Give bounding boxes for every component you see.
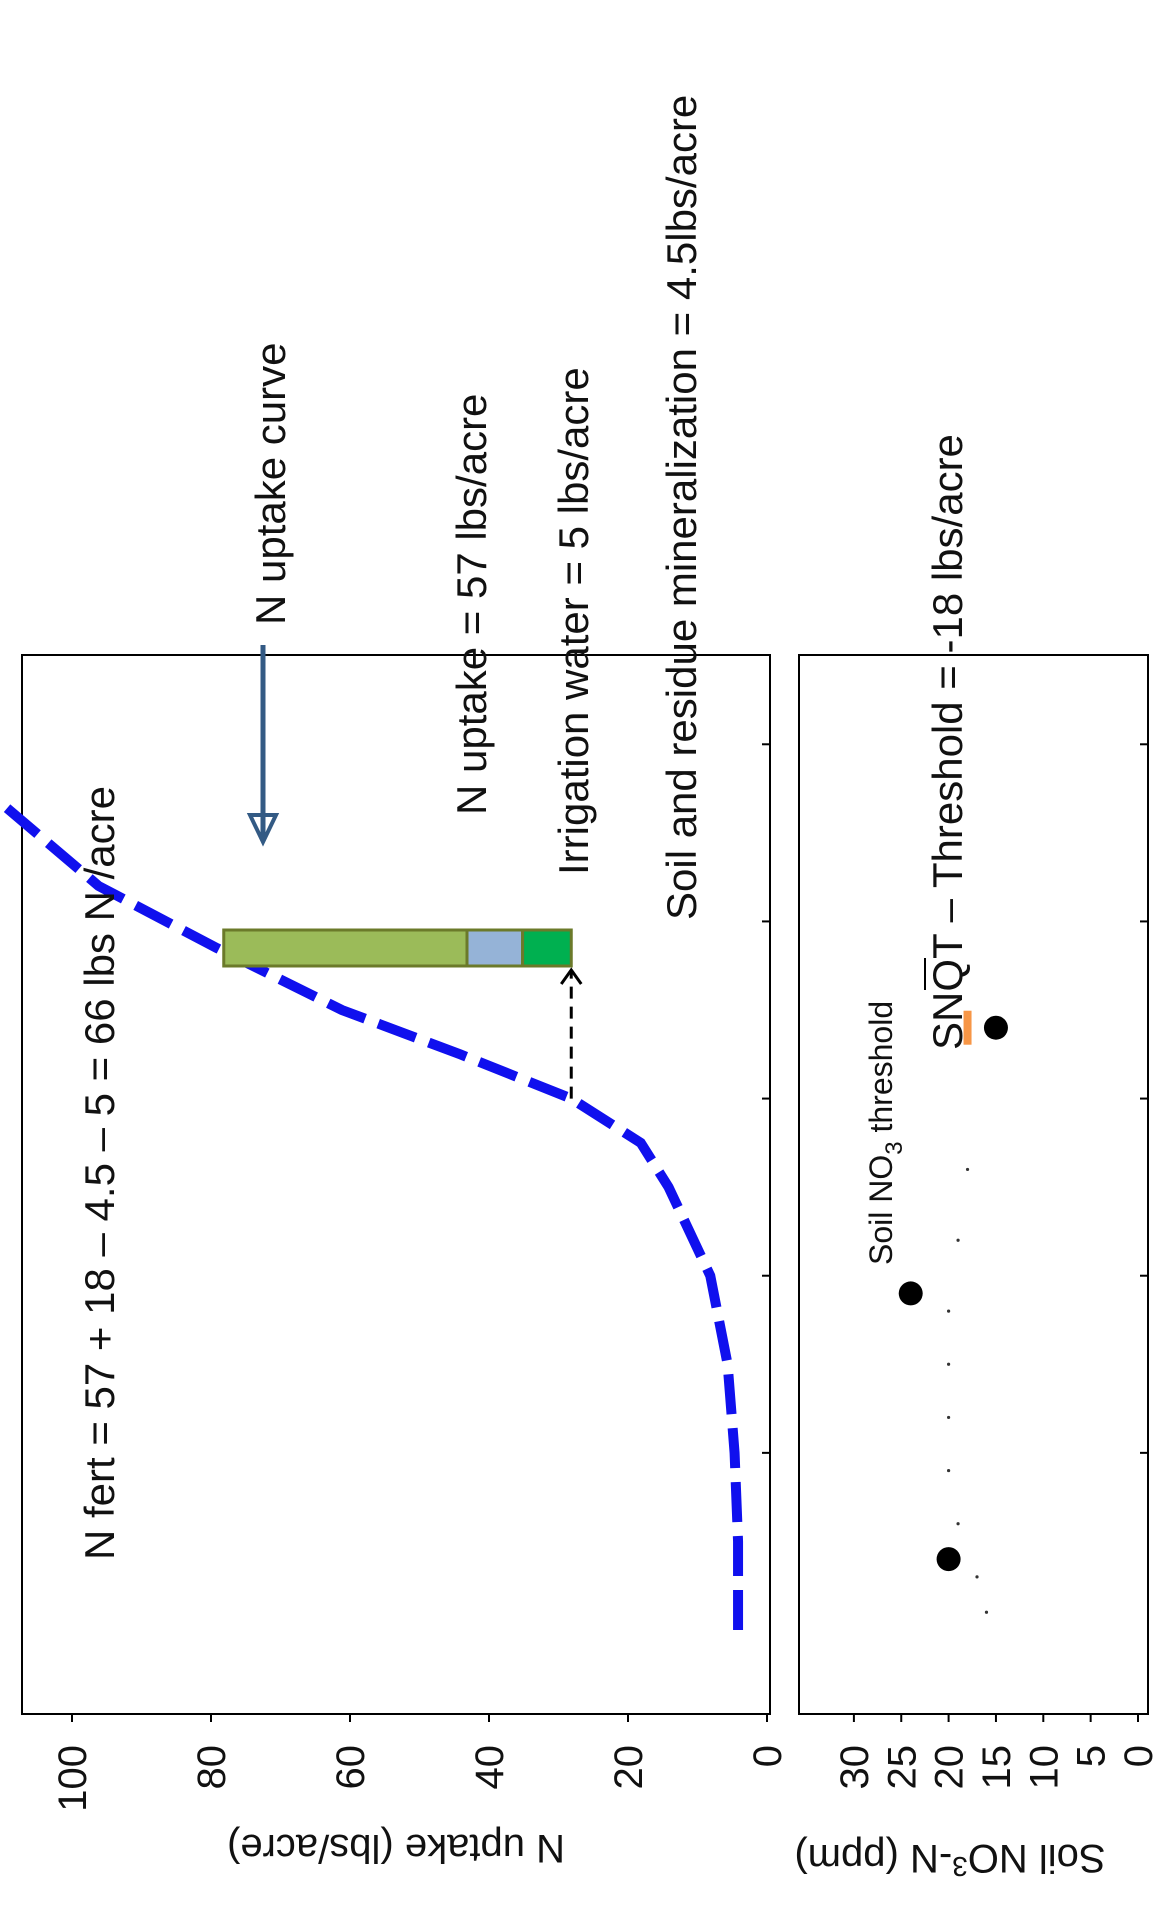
fertilizer-equation: N fert = 57 + 18 – 4.5 – 5 = 66 lbs N /a… [76,786,123,1560]
uptake-y-axis-label: N uptake (lbs/acre) [227,1826,565,1870]
snqt-annotation: SNQT – Threshold = -18 lbs/acre [924,434,971,1050]
soil-plot-frame [798,654,1149,1715]
soil-y-axis-label: Soil NO3-N (ppm) [794,1836,1105,1882]
soil-faint-dot [965,1167,970,1172]
uptake-tick-label: 40 [468,1745,512,1790]
curve-label: N uptake curve [247,343,294,625]
soil-faint-dot [984,1610,989,1614]
soil-point [983,1015,1008,1040]
nitrogen-budget-bar [222,928,573,968]
dashed-arrow-head [560,967,583,985]
soil-faint-dot [956,1522,960,1526]
soil-faint-dots [947,1167,989,1614]
uptake-axis-ticks: 020406080100120140 [51,1714,790,1812]
dashed-arrow [560,967,583,1099]
soil-axis-ticks: 051015202530 [833,1714,1156,1790]
uptake-annotation: N uptake = 57 lbs/acre [448,394,495,815]
soil-faint-dot [947,1415,951,1420]
uptake-plot-frame [21,654,771,1715]
soil-tick-label: 15 [975,1745,1019,1790]
n-uptake-curve-line [0,795,744,1630]
irrigation-bar-segment [465,928,525,968]
soil-faint-dot [975,1575,979,1579]
curve-pointer-arrow-head [246,813,280,847]
soil-x-ticks [1140,743,1148,1454]
soil-point [936,1547,961,1572]
mineralization-bar-segment [521,928,573,968]
mineralization-annotation: Soil and residue mineralization = 4.5lbs… [658,95,705,920]
soil-tick-label: 30 [833,1745,877,1790]
soil-tick-label: 20 [928,1745,972,1790]
uptake-tick-label: 60 [329,1745,373,1790]
uptake-tick-label: 80 [190,1745,234,1790]
uptake-bar-segment [222,928,469,968]
soil-faint-dot [947,1309,951,1313]
soil-faint-dot [956,1238,960,1242]
uptake-tick-label: 100 [51,1745,95,1812]
soil-tick-label: 10 [1022,1745,1066,1790]
soil-faint-dot [947,1468,951,1473]
soil-point [898,1281,923,1306]
uptake-x-ticks [762,743,770,1454]
soil-tick-label: 5 [1070,1745,1114,1767]
soil-faint-dot [947,1362,951,1366]
threshold-label: Soil NO3 threshold [863,1001,908,1265]
soil-points [898,1015,1008,1572]
threshold-marker [963,1010,972,1045]
soil-tick-label: 25 [880,1745,924,1790]
uptake-tick-label: 0 [746,1745,790,1767]
soil-tick-label: 0 [1117,1745,1156,1767]
irrigation-annotation: Irrigation water = 5 lbs/acre [550,367,597,875]
uptake-tick-label: 20 [607,1745,651,1790]
